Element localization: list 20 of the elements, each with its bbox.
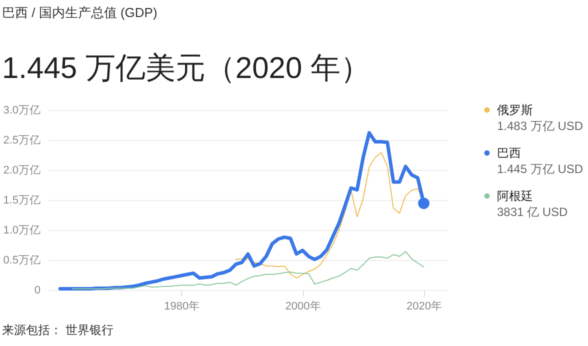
y-tick-label: 0.5万亿 bbox=[3, 254, 40, 266]
y-tick-label: 2.5万亿 bbox=[3, 134, 40, 146]
y-tick-label: 1.5万亿 bbox=[3, 194, 40, 206]
text: 1.445 万亿 USD bbox=[497, 162, 584, 176]
chart-title: 1.445 万亿美元（2020 年） bbox=[2, 51, 370, 87]
y-tick-label: 1.0万亿 bbox=[3, 224, 40, 236]
text: 3831 亿 USD bbox=[497, 205, 568, 219]
y-tick-label: 2.0万亿 bbox=[3, 164, 40, 176]
legend-label: 俄罗斯 bbox=[497, 103, 533, 117]
x-tick-label: 2000年 bbox=[285, 300, 321, 312]
line-series bbox=[72, 251, 424, 290]
chart-subtitle: 巴西 / 国内生产总值 (GDP) bbox=[2, 4, 158, 22]
text: 1.483 万亿 USD bbox=[497, 119, 584, 133]
x-tick-label: 2020年 bbox=[406, 300, 442, 312]
legend-label: 阿根廷 bbox=[497, 189, 533, 203]
legend-label: 巴西 bbox=[497, 146, 521, 160]
y-tick-label: 3.0万亿 bbox=[3, 104, 40, 116]
x-tick-label: 1980年 bbox=[164, 300, 200, 312]
text: 来源包括： 世界银行 bbox=[2, 322, 114, 339]
y-tick-label: 0 bbox=[34, 284, 40, 296]
